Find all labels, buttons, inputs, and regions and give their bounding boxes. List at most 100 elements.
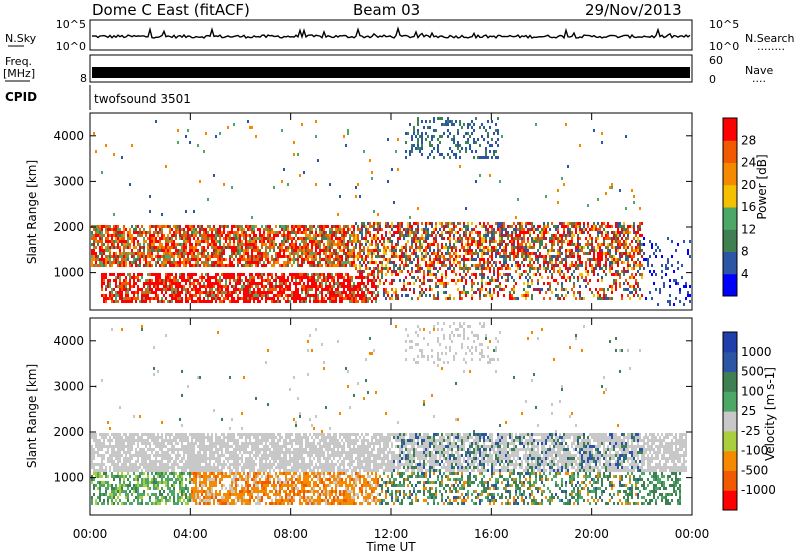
heatmap-cell [115,445,117,448]
heatmap-cell [601,249,603,252]
heatmap-cell [301,231,303,234]
heatmap-cell [393,252,395,255]
heatmap-cell [337,243,339,246]
heatmap-cell [625,207,627,210]
heatmap-cell [561,288,563,291]
heatmap-cell [223,252,225,255]
heatmap-cell [309,234,311,237]
heatmap-cell [145,264,147,267]
heatmap-cell [567,249,569,252]
heatmap-cell [415,135,417,138]
heatmap-cell [599,246,601,249]
heatmap-cell [411,240,413,243]
heatmap-cell [637,264,639,267]
heatmap-cell [491,258,493,261]
heatmap-cell [325,288,327,291]
heatmap-cell [517,222,519,225]
heatmap-cell [295,246,297,249]
heatmap-cell [467,249,469,252]
heatmap-cell [339,237,341,240]
heatmap-cell [351,294,353,297]
heatmap-cell [231,276,233,279]
heatmap-cell [357,237,359,240]
heatmap-cell [541,255,543,258]
heatmap-cell [179,297,181,300]
heatmap-cell [125,451,127,454]
heatmap-cell [371,273,373,276]
heatmap-cell [123,258,125,261]
heatmap-cell [469,258,471,261]
heatmap-cell [413,258,415,261]
heatmap-cell [389,297,391,300]
heatmap-cell [621,243,623,246]
heatmap-cell [349,252,351,255]
heatmap-cell [421,252,423,255]
heatmap-cell [299,249,301,252]
heatmap-cell [239,288,241,291]
heatmap-cell [301,288,303,291]
heatmap-cell [501,243,503,246]
heatmap-cell [347,252,349,255]
heatmap-cell [93,472,95,475]
heatmap-cell [617,228,619,231]
heatmap-cell [687,294,689,297]
heatmap-cell [137,231,139,234]
heatmap-cell [219,276,221,279]
heatmap-cell [371,252,373,255]
heatmap-cell [227,126,229,129]
heatmap-cell [249,126,251,129]
heatmap-cell [109,291,111,294]
heatmap-cell [635,231,637,234]
heatmap-cell [413,282,415,285]
heatmap-cell [165,282,167,285]
heatmap-cell [301,273,303,276]
heatmap-cell [453,243,455,246]
heatmap-cell [495,264,497,267]
heatmap-cell [147,288,149,291]
heatmap-cell [315,228,317,231]
heatmap-cell [121,475,123,478]
heatmap-cell [275,258,277,261]
heatmap-cell [155,273,157,276]
heatmap-cell [417,258,419,261]
heatmap-cell [585,276,587,279]
heatmap-cell [561,237,563,240]
heatmap-cell [153,282,155,285]
noise-right-tick-bottom: 10^0 [709,40,739,53]
heatmap-cell [529,243,531,246]
heatmap-cell [277,246,279,249]
heatmap-cell [187,234,189,237]
heatmap-cell [335,249,337,252]
heatmap-cell [579,222,581,225]
heatmap-cell [587,204,589,207]
heatmap-cell [583,231,585,234]
heatmap-cell [609,249,611,252]
heatmap-cell [399,267,401,270]
heatmap-cell [637,231,639,234]
heatmap-cell [529,234,531,237]
heatmap-cell [583,297,585,300]
heatmap-cell [271,255,273,258]
heatmap-cell [365,258,367,261]
heatmap-cell [537,282,539,285]
heatmap-cell [661,276,663,279]
heatmap-cell [589,261,591,264]
heatmap-cell [395,231,397,234]
heatmap-cell [175,264,177,267]
heatmap-cell [265,246,267,249]
heatmap-cell [183,243,185,246]
heatmap-cell [189,276,191,279]
heatmap-cell [125,436,127,439]
heatmap-cell [145,231,147,234]
heatmap-cell [315,240,317,243]
heatmap-cell [629,252,631,255]
heatmap-cell [305,240,307,243]
heatmap-cell [191,273,193,276]
heatmap-cell [549,255,551,258]
heatmap-cell [617,231,619,234]
heatmap-cell [349,240,351,243]
heatmap-cell [161,264,163,267]
heatmap-cell [563,222,565,225]
heatmap-cell [409,246,411,249]
heatmap-cell [639,297,641,300]
